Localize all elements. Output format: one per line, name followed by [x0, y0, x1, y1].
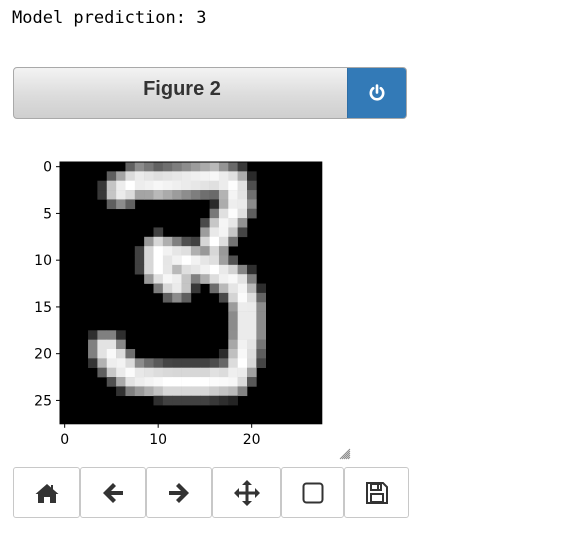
home-button[interactable]	[13, 467, 80, 518]
arrow-right-icon	[167, 481, 191, 505]
save-icon	[365, 481, 389, 505]
power-icon	[367, 83, 387, 103]
y-tick-label: 20	[34, 347, 52, 363]
square-icon	[301, 481, 325, 505]
y-tick-label: 10	[34, 253, 52, 269]
figure-header: Figure 2	[13, 67, 407, 119]
x-tick-label: 10	[149, 432, 167, 448]
x-tick-label: 20	[243, 432, 261, 448]
home-icon	[34, 482, 60, 504]
y-tick-label: 15	[34, 300, 52, 316]
download-button[interactable]	[344, 467, 409, 518]
arrow-left-icon	[101, 481, 125, 505]
y-tick-label: 25	[34, 393, 52, 409]
y-tick-label: 5	[43, 206, 52, 222]
x-tick-label: 0	[60, 432, 69, 448]
digit-image	[60, 162, 322, 424]
back-button[interactable]	[80, 467, 146, 518]
close-figure-button[interactable]	[347, 67, 407, 119]
digit-image-plot: 0 5 10 15 20 25 0 10 20	[0, 150, 360, 455]
resize-handle[interactable]	[337, 446, 351, 460]
zoom-button[interactable]	[281, 467, 344, 518]
pan-button[interactable]	[212, 467, 281, 518]
move-icon	[233, 479, 261, 507]
resize-grip-icon	[337, 446, 351, 460]
plot-area[interactable]: 0 5 10 15 20 25 0 10 20	[0, 150, 360, 455]
forward-button[interactable]	[146, 467, 212, 518]
y-tick-label: 0	[43, 160, 52, 176]
prediction-output: Model prediction: 3	[12, 8, 206, 28]
figure-title: Figure 2	[14, 68, 350, 118]
